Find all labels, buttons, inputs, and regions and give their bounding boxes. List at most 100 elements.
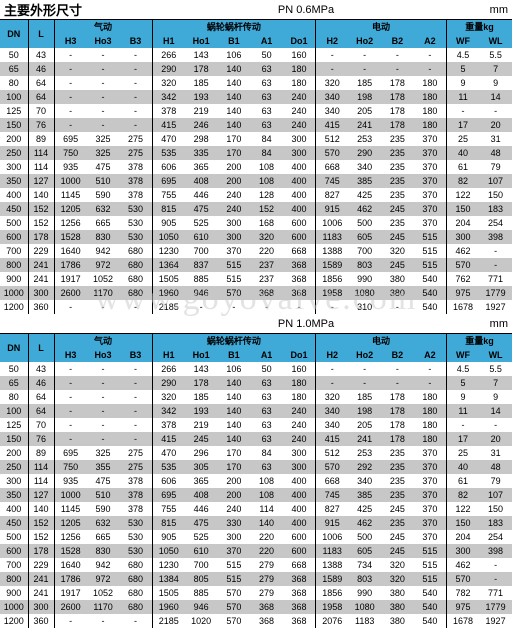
cell: 180 xyxy=(414,418,447,432)
cell: - xyxy=(119,90,152,104)
cell: - xyxy=(119,118,152,132)
cell: 540 xyxy=(414,286,447,300)
cell: 515 xyxy=(414,572,447,586)
cell: - xyxy=(54,48,87,62)
cell: 1256 xyxy=(54,530,87,544)
cell: - xyxy=(479,244,512,258)
cell: 1200 xyxy=(0,614,28,628)
cell: 475 xyxy=(185,516,218,530)
cell: 40 xyxy=(446,460,479,474)
cell: - xyxy=(87,362,120,376)
cell: 762 xyxy=(446,272,479,286)
col-Ho1: Ho1 xyxy=(185,34,218,48)
cell: 300 xyxy=(218,216,251,230)
cell: 82 xyxy=(446,174,479,188)
cell: 1384 xyxy=(152,572,185,586)
cell: 1230 xyxy=(152,558,185,572)
cell: 340 xyxy=(316,90,349,104)
cell: 70 xyxy=(28,104,54,118)
cell: - xyxy=(185,300,218,314)
cell: 178 xyxy=(381,432,414,446)
cell: 63 xyxy=(250,62,283,76)
cell: 462 xyxy=(348,202,381,216)
cell: 1388 xyxy=(316,558,349,572)
cell: 140 xyxy=(218,376,251,390)
cell: 143 xyxy=(185,48,218,62)
cell: 378 xyxy=(119,488,152,502)
group-worm: 蜗轮蜗杆传动 xyxy=(152,334,316,348)
cell: 325 xyxy=(87,446,120,460)
cell: 17 xyxy=(446,118,479,132)
cell: 250 xyxy=(0,460,28,474)
cell: - xyxy=(119,362,152,376)
cell: 590 xyxy=(87,188,120,202)
cell: 31 xyxy=(479,446,512,460)
cell: 462 xyxy=(446,244,479,258)
cell: 150 xyxy=(446,202,479,216)
cell: 185 xyxy=(185,76,218,90)
cell: 570 xyxy=(218,586,251,600)
cell: 370 xyxy=(414,460,447,474)
cell: 665 xyxy=(87,216,120,230)
cell: 140 xyxy=(218,90,251,104)
cell: - xyxy=(119,376,152,390)
cell: - xyxy=(54,376,87,390)
cell: 246 xyxy=(185,118,218,132)
cell: 180 xyxy=(283,62,316,76)
cell: 805 xyxy=(185,572,218,586)
cell: 180 xyxy=(414,404,447,418)
cell: 193 xyxy=(185,404,218,418)
cell: 9 xyxy=(479,76,512,90)
cell: 605 xyxy=(348,544,381,558)
cell: 1080 xyxy=(348,286,381,300)
cell: 170 xyxy=(218,446,251,460)
cell: 570 xyxy=(446,572,479,586)
cell: 107 xyxy=(479,174,512,188)
cell: 368 xyxy=(283,600,316,614)
page-title: 主要外形尺寸 xyxy=(0,0,130,19)
cell: 300 xyxy=(0,160,28,174)
cell: 340 xyxy=(316,104,349,118)
cell: 114 xyxy=(250,502,283,516)
table-row: 15076---415245140632404152411781801720 xyxy=(0,432,512,446)
col-WF: WF xyxy=(446,348,479,362)
cell: - xyxy=(316,48,349,62)
cell: 198 xyxy=(348,404,381,418)
cell: 368 xyxy=(283,572,316,586)
cell: 340 xyxy=(316,404,349,418)
cell: 600 xyxy=(283,530,316,544)
group-electric: 电动 xyxy=(316,20,447,34)
col-Ho3: Ho3 xyxy=(87,34,120,48)
cell: 241 xyxy=(28,572,54,586)
cell: 1505 xyxy=(152,272,185,286)
cell: 180 xyxy=(283,76,316,90)
cell: 350 xyxy=(0,174,28,188)
cell: - xyxy=(87,48,120,62)
cell: 378 xyxy=(119,502,152,516)
cell: 500 xyxy=(0,216,28,230)
cell: 446 xyxy=(185,502,218,516)
cell: 235 xyxy=(381,488,414,502)
table-row: 6001781528830530105061030032060011836052… xyxy=(0,230,512,244)
cell: 150 xyxy=(0,118,28,132)
table-row: 6546---29017814063180----57 xyxy=(0,62,512,76)
cell: 400 xyxy=(0,188,28,202)
cell: 530 xyxy=(119,230,152,244)
cell: 305 xyxy=(185,460,218,474)
cell: 355 xyxy=(87,460,120,474)
cell: 600 xyxy=(0,230,28,244)
cell: 290 xyxy=(152,376,185,390)
cell: 80 xyxy=(0,76,28,90)
cell: 43 xyxy=(28,362,54,376)
cell: 235 xyxy=(381,460,414,474)
cell: 143 xyxy=(185,362,218,376)
cell: 530 xyxy=(119,202,152,216)
cell: 9 xyxy=(446,76,479,90)
cell: 240 xyxy=(283,90,316,104)
cell: 1640 xyxy=(54,558,87,572)
table-row: 4001401145590378755446240114400827425245… xyxy=(0,502,512,516)
cell: - xyxy=(54,404,87,418)
cell: 204 xyxy=(446,530,479,544)
col-Do1: Do1 xyxy=(283,34,316,48)
cell: 279 xyxy=(250,586,283,600)
